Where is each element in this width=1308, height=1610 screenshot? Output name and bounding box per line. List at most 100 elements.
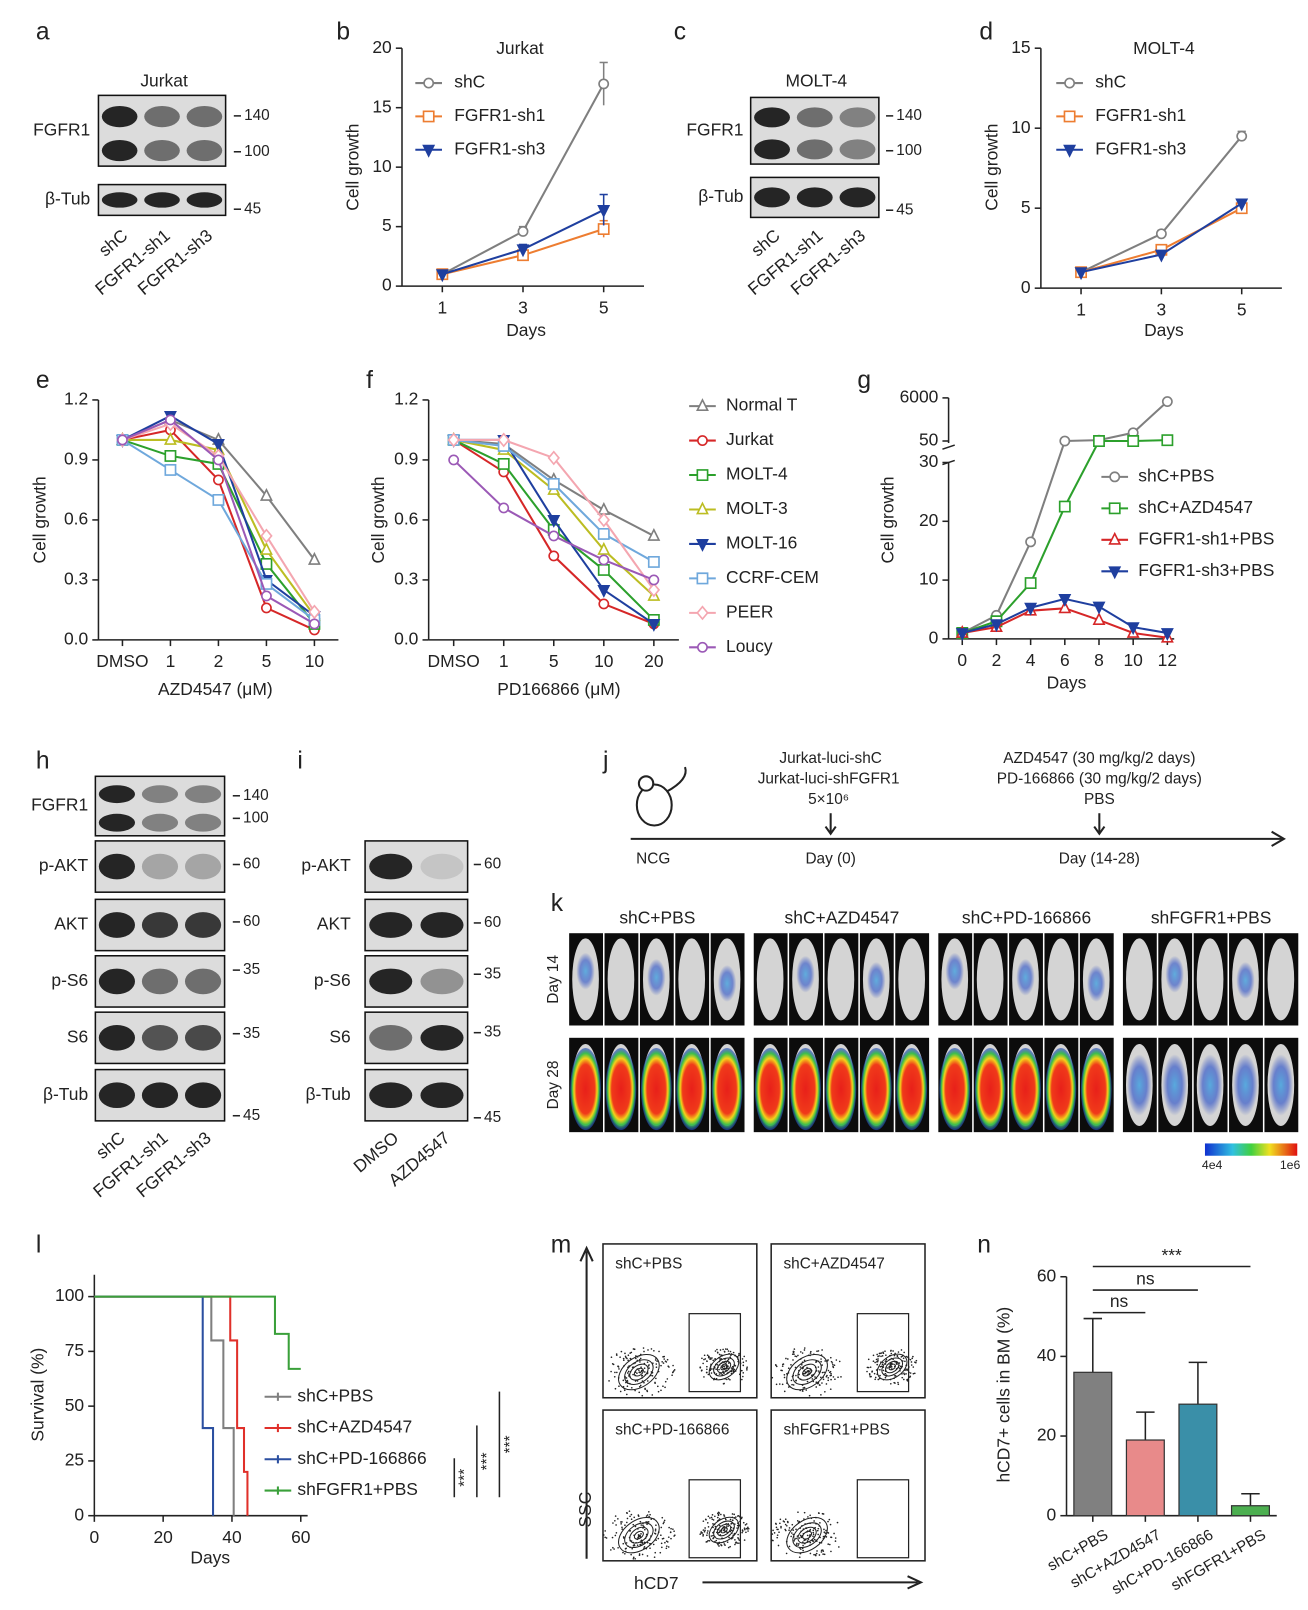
flow-dot: [710, 1535, 713, 1537]
flow-dot: [775, 1364, 777, 1367]
marker: [260, 590, 272, 602]
flow-dot: [715, 1377, 718, 1380]
size-marker: 35: [484, 965, 501, 982]
blot-band: [796, 139, 833, 160]
blot-band: [796, 107, 833, 128]
flow-dot: [906, 1369, 908, 1372]
signal: [605, 1048, 637, 1131]
contour: [792, 1522, 822, 1549]
flow-dot: [610, 1370, 612, 1373]
flow-dot: [877, 1378, 880, 1381]
blot-band: [141, 968, 179, 995]
flow-dot: [718, 1373, 721, 1375]
flow-dot: [787, 1386, 790, 1388]
legend-label: FGFR1-sh1+PBS: [1138, 528, 1274, 548]
y-tick-label: 10: [372, 156, 392, 176]
flow-dot: [648, 1367, 650, 1369]
marker: [548, 550, 560, 562]
y-tick-label: 15: [372, 96, 391, 116]
legend-label: shC+PBS: [297, 1385, 373, 1405]
flow-dot: [819, 1376, 822, 1379]
legend-label: shC+AZD4547: [297, 1417, 412, 1437]
x-tick-label: 1: [1076, 299, 1086, 319]
flow-dot: [734, 1543, 736, 1546]
contour: [618, 1353, 660, 1391]
blot-band: [420, 1024, 464, 1051]
flow-dot: [817, 1370, 820, 1372]
signal: [1010, 1048, 1041, 1131]
flow-dot: [604, 1536, 606, 1539]
flow-dot: [817, 1366, 820, 1368]
flow-dot: [798, 1556, 801, 1559]
panel-label: l: [36, 1231, 41, 1258]
signal: [796, 955, 815, 993]
flow-dot: [634, 1525, 637, 1528]
marker: [1161, 396, 1173, 407]
blot-band: [141, 1024, 179, 1051]
flow-dot: [624, 1524, 626, 1527]
flow-dot: [776, 1534, 779, 1536]
y-tick-label: 0.9: [64, 449, 88, 469]
signal: [1268, 1054, 1294, 1116]
flow-dot: [817, 1512, 820, 1514]
signal: [1127, 1054, 1152, 1116]
flow-dot: [880, 1365, 883, 1368]
y-tick-label: 0: [1021, 277, 1031, 297]
flow-dot: [809, 1541, 812, 1544]
flow-dot: [638, 1534, 640, 1536]
mouse-icon: [637, 775, 655, 792]
flow-dot: [718, 1545, 720, 1547]
marker: [1058, 500, 1071, 513]
flow-dot: [893, 1381, 896, 1384]
flow-dot: [704, 1527, 706, 1529]
flow-dot: [646, 1555, 649, 1557]
flow-dot: [741, 1531, 743, 1534]
marker: [647, 555, 660, 568]
flow-dot: [644, 1388, 646, 1391]
y-axis-label: Cell growth: [368, 476, 388, 563]
contour: [802, 1530, 813, 1540]
bar: [1178, 1403, 1218, 1517]
flow-dot: [702, 1529, 705, 1531]
flow-dot: [736, 1515, 739, 1517]
flow-dot: [790, 1532, 793, 1534]
blot-row-label: β-Tub: [306, 1084, 351, 1104]
flow-dot: [624, 1355, 627, 1358]
flow-dot: [665, 1545, 668, 1547]
flow-dot: [667, 1546, 670, 1548]
flow-dot: [654, 1551, 657, 1554]
flow-dot: [806, 1534, 809, 1537]
flow-dot: [664, 1360, 667, 1362]
flow-dot: [823, 1371, 825, 1374]
legend-label: shC: [454, 72, 485, 92]
signal: [1197, 1054, 1223, 1116]
flow-dot: [799, 1534, 802, 1537]
flow-dot: [711, 1518, 714, 1521]
flow-dot: [654, 1381, 656, 1384]
size-marker: 45: [243, 1107, 260, 1124]
flow-dot: [779, 1518, 782, 1521]
flow-dot: [728, 1536, 730, 1539]
marker: [259, 541, 273, 555]
flow-dot: [879, 1352, 882, 1355]
x-tick-label: 60: [291, 1527, 311, 1547]
flow-dot: [804, 1372, 806, 1375]
flow-dot: [703, 1530, 706, 1533]
y-axis-label: Cell growth: [981, 124, 1001, 211]
flow-dot: [651, 1374, 654, 1377]
marker: [548, 530, 560, 542]
figure-content: NCG Jurkat-luci-shC Jurkat-luci-shFGFR1 …: [28, 18, 1301, 1598]
flow-dot: [890, 1352, 893, 1355]
flow-dot: [817, 1527, 820, 1530]
flow-dot: [715, 1373, 718, 1375]
treatment: PBS: [1084, 791, 1115, 808]
arrowhead: [1093, 825, 1106, 836]
flow-dot: [620, 1350, 623, 1353]
flow-dot: [812, 1533, 815, 1536]
flow-dot: [632, 1557, 635, 1560]
flow-dot: [914, 1361, 916, 1363]
flow-dot: [890, 1365, 893, 1368]
flow-dot: [788, 1529, 790, 1532]
flow-dot: [646, 1389, 648, 1392]
x-tick-label: 3: [1157, 299, 1167, 319]
